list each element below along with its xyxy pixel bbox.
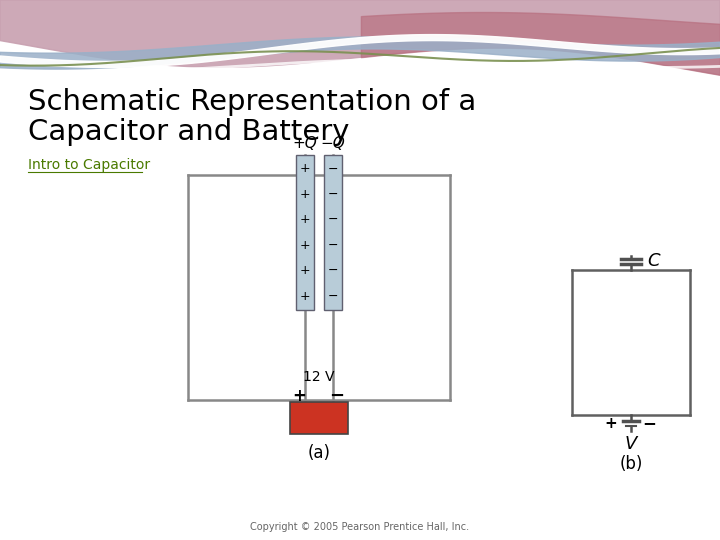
Text: +: + [300,188,310,201]
Bar [290,402,348,434]
Text: −: − [328,264,338,277]
Text: (b): (b) [619,455,643,473]
Text: +: + [300,289,310,302]
Text: −: − [328,213,338,226]
Text: Capacitor and Battery: Capacitor and Battery [28,118,349,146]
Text: Intro to Capacitor: Intro to Capacitor [28,158,150,172]
Text: +: + [605,415,617,430]
Text: +: + [292,387,306,405]
Text: −Q: −Q [320,136,346,151]
Text: Schematic Representation of a: Schematic Representation of a [28,88,476,116]
Text: +: + [300,264,310,277]
Text: +Q: +Q [292,136,318,151]
Text: Copyright © 2005 Pearson Prentice Hall, Inc.: Copyright © 2005 Pearson Prentice Hall, … [251,522,469,532]
Text: −: − [328,188,338,201]
Text: V: V [625,435,637,453]
Bar [324,155,342,310]
Text: −: − [328,163,338,176]
Text: C: C [647,252,660,270]
Text: +: + [300,163,310,176]
Text: +: + [300,239,310,252]
Text: −: − [642,414,656,432]
Text: (a): (a) [307,444,330,462]
Text: −: − [328,239,338,252]
Text: +: + [300,213,310,226]
Text: −: − [330,387,345,405]
Text: −: − [328,289,338,302]
Text: 12 V: 12 V [303,370,335,384]
Bar [296,155,314,310]
